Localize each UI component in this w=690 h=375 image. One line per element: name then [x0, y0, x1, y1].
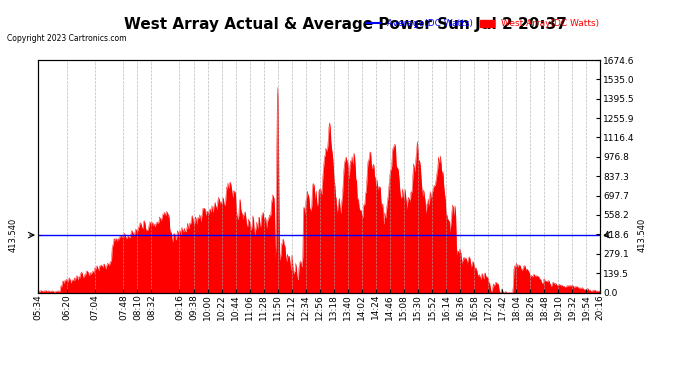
- Legend: Average(DC Watts), West Array(DC Watts): Average(DC Watts), West Array(DC Watts): [363, 16, 602, 32]
- Text: 413.540: 413.540: [638, 218, 647, 252]
- Text: 413.540: 413.540: [8, 218, 17, 252]
- Text: West Array Actual & Average Power Sun Jul 2 20:37: West Array Actual & Average Power Sun Ju…: [124, 17, 566, 32]
- Text: Copyright 2023 Cartronics.com: Copyright 2023 Cartronics.com: [7, 34, 126, 43]
